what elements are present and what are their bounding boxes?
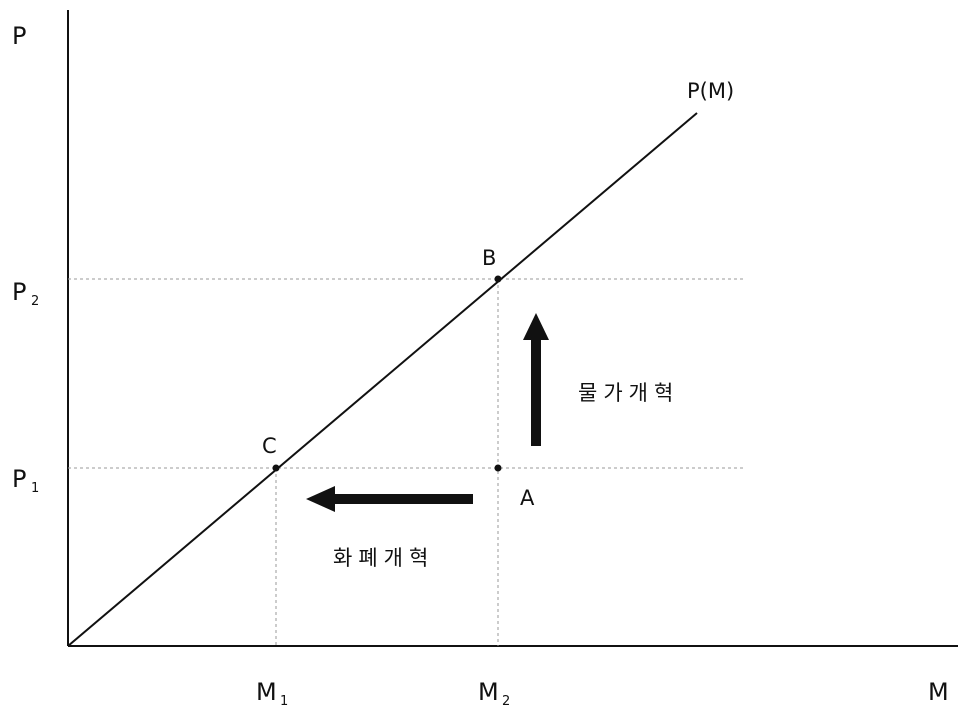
- tick-p1-sub: 1: [31, 481, 39, 496]
- tick-m2-sub: 2: [502, 694, 510, 709]
- price-reform-label: 물가개혁: [578, 381, 679, 405]
- tick-m1-main: M: [256, 678, 277, 706]
- point-c-label: C: [262, 434, 277, 458]
- y-axis-label: P: [12, 22, 26, 50]
- point-c-marker: [272, 464, 280, 472]
- point-a-marker: [494, 464, 502, 472]
- tick-p2-sub: 2: [31, 294, 39, 309]
- currency-reform-label: 화폐개혁: [333, 546, 434, 570]
- currency-reform-arrow: [306, 486, 473, 512]
- curve-label: P(M): [687, 79, 734, 103]
- tick-m2-main: M: [478, 678, 499, 706]
- x-axis-label: M: [928, 678, 949, 706]
- tick-p1-main: P: [12, 465, 26, 493]
- tick-m1-sub: 1: [280, 694, 288, 709]
- point-b-marker: [494, 275, 502, 283]
- tick-p2-main: P: [12, 278, 26, 306]
- price-reform-arrow: [523, 313, 549, 446]
- point-a-label: A: [520, 486, 535, 510]
- point-b-label: B: [482, 246, 496, 270]
- pm-line: [67, 112, 698, 647]
